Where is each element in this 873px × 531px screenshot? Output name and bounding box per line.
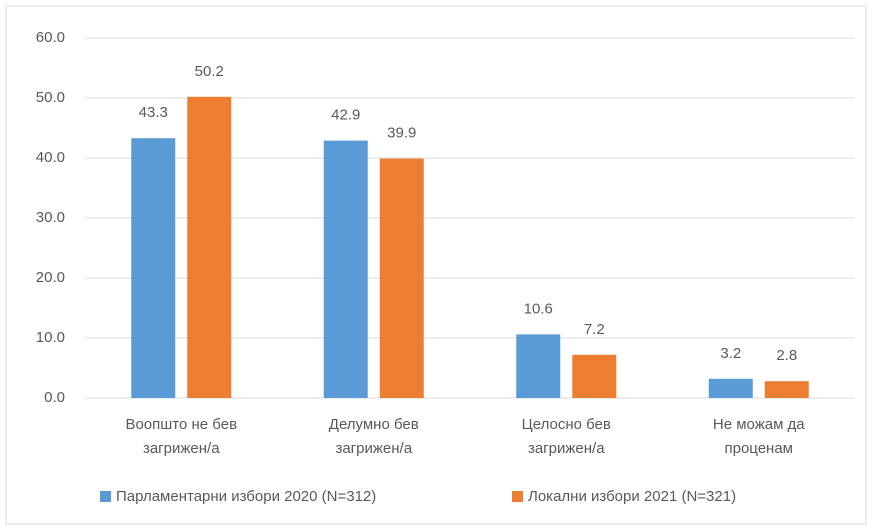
x-tick-label: загрижен/а [143, 440, 220, 457]
x-tick-label: загрижен/а [528, 440, 605, 457]
y-tick-label: 10.0 [36, 329, 65, 346]
legend-label: Парламентарни избори 2020 (N=312) [116, 488, 376, 505]
bar [764, 381, 809, 398]
y-tick-label: 60.0 [36, 29, 65, 46]
bar [323, 140, 368, 398]
data-label: 50.2 [195, 63, 224, 80]
bar [572, 354, 617, 398]
y-tick-label: 40.0 [36, 149, 65, 166]
bar [516, 334, 561, 398]
bar [187, 96, 232, 399]
y-tick-label: 50.0 [36, 89, 65, 106]
x-tick-label: Делумно бев [329, 416, 419, 433]
y-tick-label: 0.0 [44, 389, 65, 406]
legend-swatch [512, 491, 523, 502]
y-tick-label: 30.0 [36, 209, 65, 226]
x-tick-label: загрижен/а [335, 440, 412, 457]
data-label: 3.2 [720, 345, 741, 362]
data-label: 2.8 [776, 347, 797, 364]
y-tick-label: 20.0 [36, 269, 65, 286]
data-label: 39.9 [387, 125, 416, 142]
bar [708, 378, 753, 398]
x-tick-label: Целосно бев [522, 416, 611, 433]
legend-swatch [100, 491, 111, 502]
data-label: 10.6 [524, 300, 553, 317]
data-label: 7.2 [584, 321, 605, 338]
x-tick-label: Не можам да [713, 416, 805, 433]
x-tick-label: проценам [724, 440, 793, 457]
legend-label: Локални избори 2021 (N=321) [528, 488, 736, 505]
x-tick-label: Воопшто не бев [125, 416, 237, 433]
data-label: 43.3 [139, 104, 168, 121]
data-label: 42.9 [331, 107, 360, 124]
bar [131, 138, 176, 398]
bar [379, 158, 424, 398]
